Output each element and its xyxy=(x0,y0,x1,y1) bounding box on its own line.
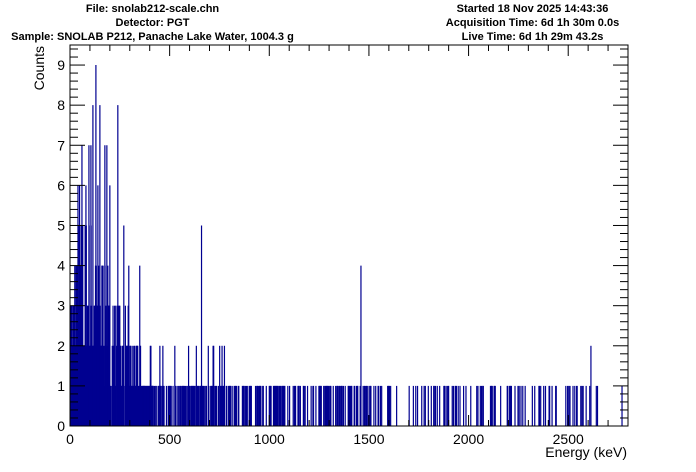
y-tick-label: 7 xyxy=(57,137,65,153)
file-label: File: snolab212-scale.chn xyxy=(85,3,220,15)
y-tick-label: 6 xyxy=(57,177,65,193)
y-axis-label: Counts xyxy=(31,46,47,90)
x-tick-label: 1000 xyxy=(254,431,285,447)
x-tick-label: 2000 xyxy=(453,431,484,447)
x-axis: 0 500 1000 1500 2000 2500 xyxy=(66,45,629,447)
y-tick-label: 0 xyxy=(57,418,65,434)
x-tick-label: 0 xyxy=(66,431,74,447)
plot-frame xyxy=(69,44,629,427)
acquisition-time-label: Acquisition Time: 6d 1h 30m 0.0s xyxy=(445,17,620,29)
y-tick-label: 2 xyxy=(57,338,65,354)
sample-label: Sample: SNOLAB P212, Panache Lake Water,… xyxy=(11,31,294,43)
y-tick-label: 5 xyxy=(57,217,65,233)
started-label: Started 18 Nov 2025 14:43:36 xyxy=(456,3,609,15)
y-tick-label: 9 xyxy=(57,57,65,73)
y-axis: 0 1 2 3 4 5 6 7 8 9 xyxy=(57,48,628,434)
y-tick-label: 8 xyxy=(57,97,65,113)
detector-label: Detector: PGT xyxy=(115,17,190,29)
live-time-label: Live Time: 6d 1h 29m 43.2s xyxy=(461,31,604,43)
x-tick-label: 2500 xyxy=(553,431,584,447)
x-tick-label: 1500 xyxy=(353,431,384,447)
y-tick-label: 1 xyxy=(57,378,65,394)
x-axis-label: Energy (keV) xyxy=(545,444,627,460)
y-tick-label: 4 xyxy=(57,258,65,274)
plot-border xyxy=(69,44,629,427)
x-tick-label: 500 xyxy=(158,431,182,447)
spectrum-bars xyxy=(69,65,623,426)
y-tick-label: 3 xyxy=(57,298,65,314)
